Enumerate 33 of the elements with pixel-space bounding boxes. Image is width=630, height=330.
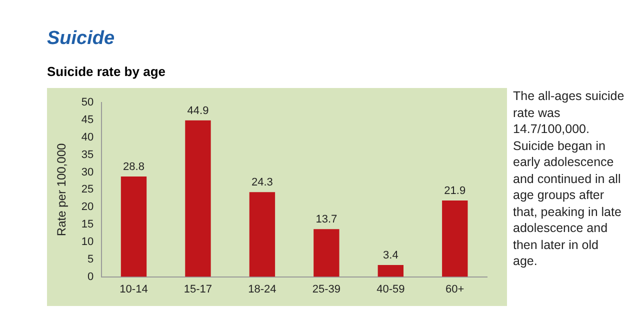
bar <box>185 120 211 277</box>
y-axis-title: Rate per 100,000 <box>54 143 69 236</box>
data-label: 3.4 <box>383 249 398 262</box>
bar <box>249 192 276 277</box>
y-tick-label: 35 <box>81 148 94 161</box>
y-tick-label: 10 <box>81 236 94 248</box>
y-tick-label: 0 <box>88 270 94 283</box>
x-tick-label: 10-14 <box>120 283 148 296</box>
y-tick-label: 50 <box>81 96 94 109</box>
chart-subtitle: Suicide rate by age <box>47 64 166 79</box>
x-tick-label: 18-24 <box>248 283 276 296</box>
bar <box>442 200 468 277</box>
y-tick-label: 30 <box>81 166 94 178</box>
data-label: 13.7 <box>316 214 338 226</box>
y-tick-label: 20 <box>81 201 94 214</box>
bar <box>378 264 404 277</box>
y-tick-label: 5 <box>88 253 94 266</box>
x-tick-label: 25-39 <box>312 283 340 296</box>
chart-title: Suicide <box>47 28 115 50</box>
x-tick-label: 40-59 <box>376 283 405 296</box>
bar <box>314 229 340 277</box>
bar <box>120 176 147 277</box>
x-tick-label: 60+ <box>446 283 464 296</box>
data-label: 24.3 <box>251 176 273 189</box>
y-tick-label: 15 <box>81 218 94 231</box>
y-tick-label: 25 <box>81 184 94 196</box>
data-label: 21.9 <box>444 185 466 198</box>
x-tick-label: 15-17 <box>184 283 212 296</box>
data-label: 28.8 <box>123 160 144 173</box>
data-label: 44.9 <box>187 104 209 117</box>
text: The all-ages suicide rate was 14.7/100,000. Suicide began in early adolescence and continued in all age groups after that, peaking in late adolescence and then later in old age. <box>513 89 624 268</box>
y-tick-label: 45 <box>81 114 94 126</box>
y-tick-label: 40 <box>81 131 94 144</box>
